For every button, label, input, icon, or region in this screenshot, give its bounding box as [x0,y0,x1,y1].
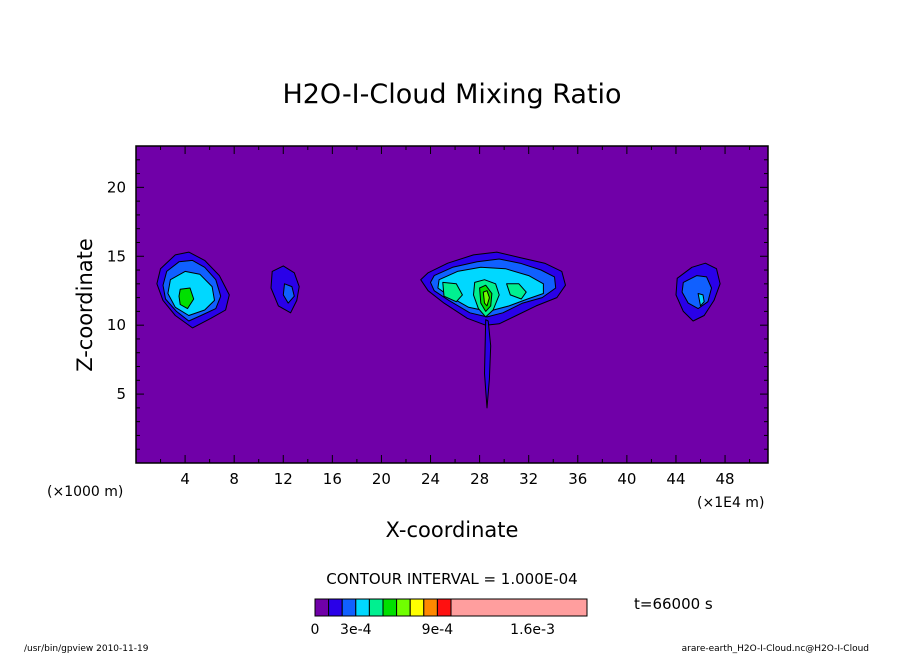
y-tick-label: 10 [107,316,126,334]
colorbar-swatch [436,598,452,617]
cloud-contour-13 [482,290,490,307]
colorbar-swatch [396,598,411,617]
cloud-contour-10 [442,281,463,303]
colorbar-swatch [368,598,384,617]
colorbar-swatch [382,598,398,617]
cloud-contour-6 [282,283,295,304]
colorbar [314,598,588,617]
colorbar-label: 0 [311,622,320,638]
colorbar-swatch [341,598,357,617]
cloud-contour-14 [506,283,527,300]
x-tick-label: 40 [617,470,636,488]
x-tick-label: 20 [372,470,391,488]
x-tick-label: 4 [180,470,190,488]
y-tick-label: 5 [116,385,126,403]
x-tick-label: 36 [568,470,587,488]
x-tick-label: 12 [274,470,293,488]
plot-frame [135,145,769,464]
x-tick-label: 44 [666,470,685,488]
x-axis-label: X-coordinate [386,518,519,542]
y-tick-label: 20 [107,178,126,196]
colorbar-swatch [328,598,343,617]
cloud-contour-17 [697,293,705,307]
y-tick-label: 15 [107,247,126,265]
x-tick-label: 24 [421,470,440,488]
cloud-contour-18 [484,319,492,409]
x-tick-label: 16 [323,470,342,488]
colorbar-label: 9e-4 [422,622,454,638]
footer-right: arare-earth_H2O-I-Cloud.nc@H2O-I-Cloud [682,644,869,654]
colorbar-swatch [423,598,438,617]
x-axis-unit: (×1E4 m) [697,495,764,511]
x-tick-label: 8 [229,470,239,488]
time-label: t=66000 s [634,595,713,613]
colorbar-label: 3e-4 [340,622,372,638]
colorbar-swatch [355,598,370,617]
footer-left: /usr/bin/gpview 2010-11-19 [24,644,149,654]
cloud-contours [156,251,721,409]
x-axis-ticks: 4 8 12 16 20 24 28 32 36 40 44 48 [160,146,751,488]
y-axis-unit: (×1000 m) [47,484,123,500]
colorbar-swatch [314,598,330,617]
colorbar-labels: 0 3e-4 9e-4 1.6e-3 [311,622,555,638]
chart-title: H2O-I-Cloud Mixing Ratio [282,79,621,110]
contour-interval: CONTOUR INTERVAL = 1.000E-04 [326,570,577,588]
colorbar-swatch [409,598,425,617]
cloud-contour-4 [178,287,195,310]
y-axis-label: Z-coordinate [73,238,97,372]
y-axis-ticks: 5 10 15 20 [107,159,768,450]
colorbar-label: 1.6e-3 [510,622,555,638]
colorbar-swatch [450,598,588,617]
x-tick-label: 28 [470,470,489,488]
x-tick-label: 48 [716,470,735,488]
x-tick-label: 32 [519,470,538,488]
